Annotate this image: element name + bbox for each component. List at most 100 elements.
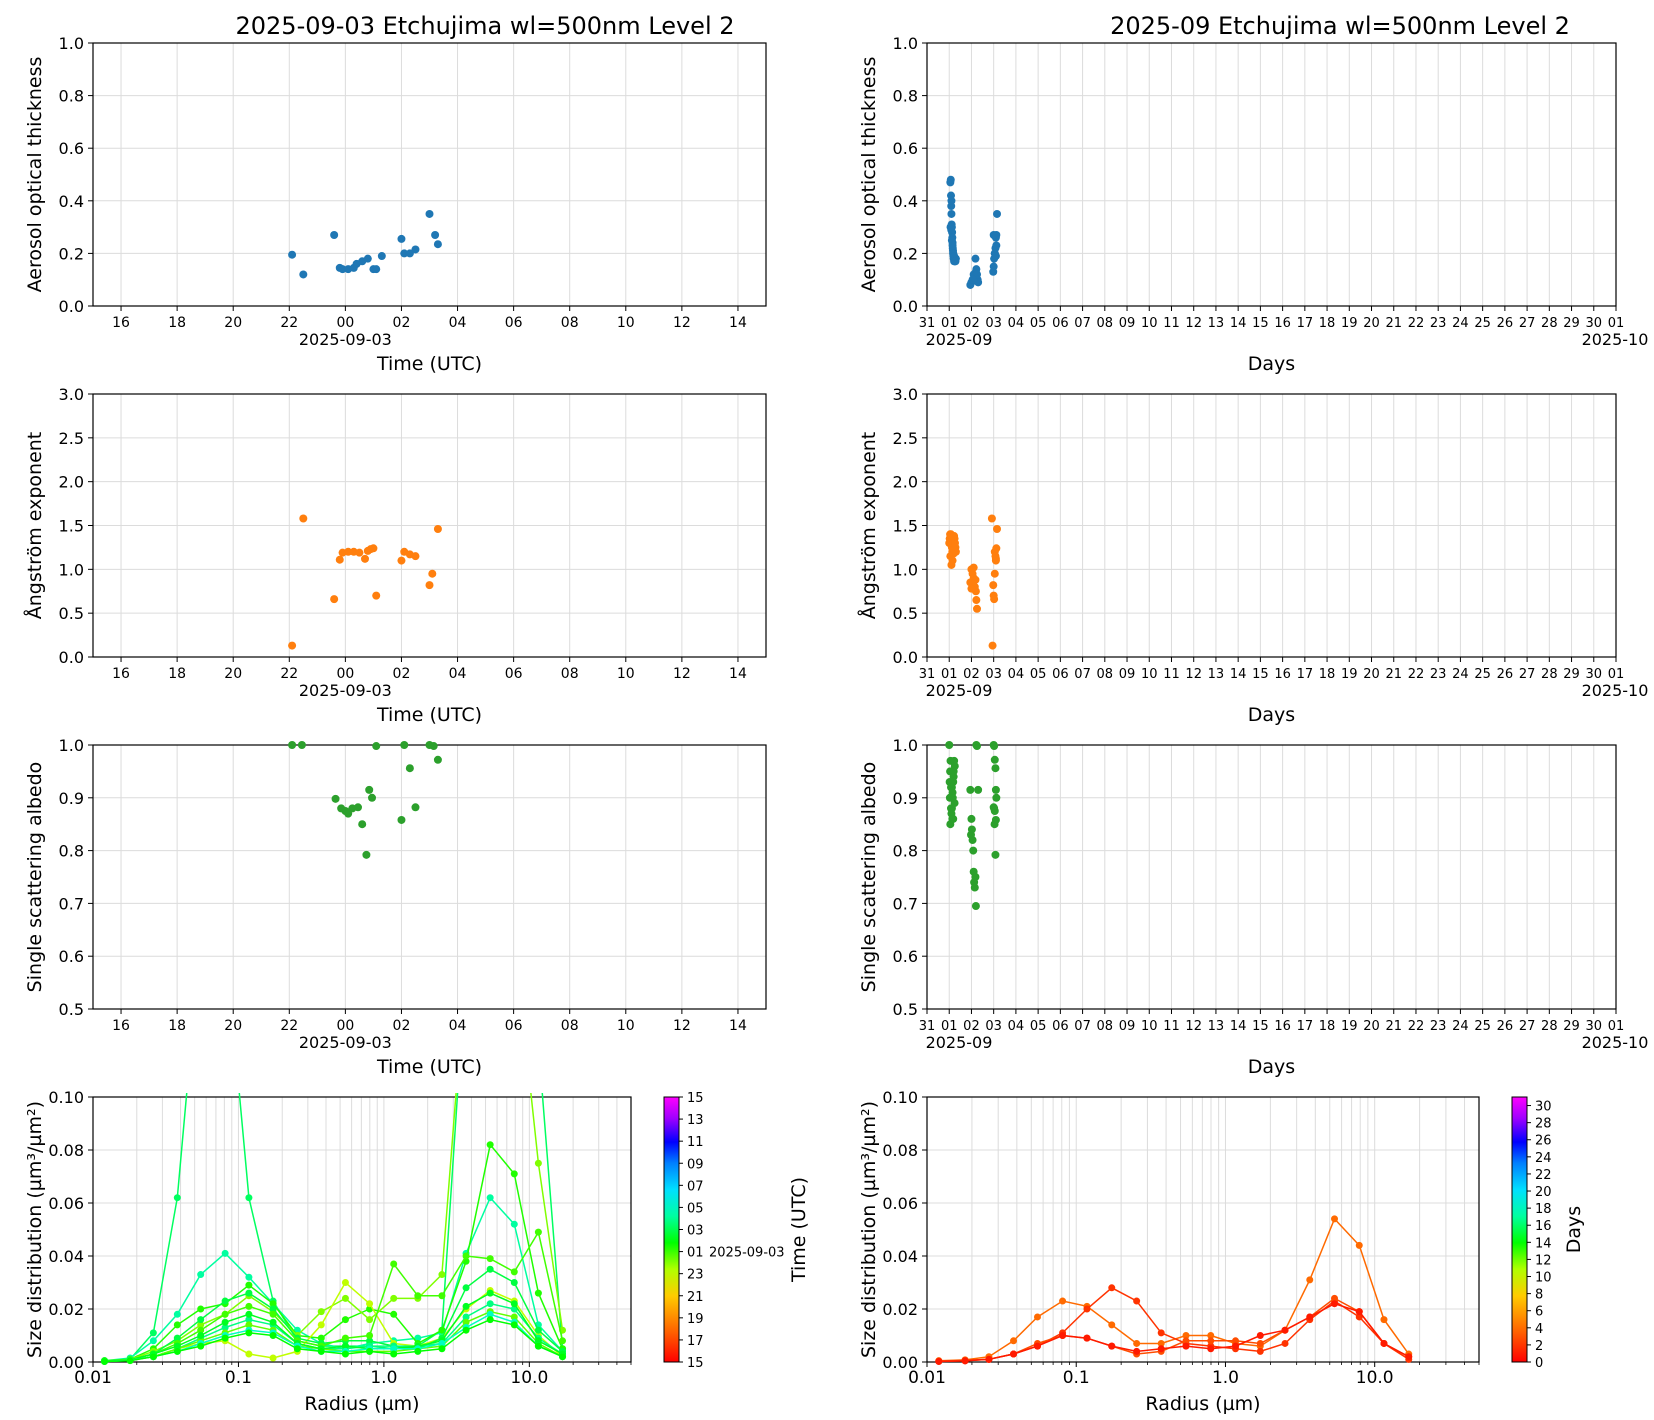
y-tick-label: 0.6 — [893, 139, 918, 158]
data-point — [969, 563, 978, 572]
x-tick-label: 04 — [1008, 667, 1025, 682]
x-tick-label: 14 — [729, 315, 747, 331]
x-tick-label: 07 — [1074, 316, 1091, 331]
x-tick-label: 02 — [963, 667, 980, 682]
data-point — [269, 1318, 277, 1326]
data-point — [510, 1170, 518, 1178]
x-tick-label: 10.0 — [1356, 1368, 1394, 1388]
y-tick-label: 0.0 — [59, 297, 84, 316]
data-point — [245, 1289, 253, 1297]
data-point — [1108, 1342, 1116, 1350]
data-point — [949, 772, 958, 781]
data-point — [1306, 1313, 1314, 1321]
data-point — [245, 1281, 253, 1289]
data-point — [993, 209, 1002, 218]
data-point — [1059, 1332, 1067, 1339]
data-point — [414, 1347, 422, 1355]
x-tick-label: 08 — [1097, 1019, 1114, 1034]
data-point — [1405, 1353, 1413, 1361]
data-point — [947, 225, 956, 234]
y-tick-label: 0.08 — [48, 1141, 84, 1160]
y-tick-label: 0.5 — [59, 604, 84, 623]
x-axis-label: Radius (µm) — [1145, 1393, 1260, 1415]
data-point — [992, 793, 1001, 802]
data-point — [1256, 1332, 1264, 1339]
series-line — [938, 1286, 1410, 1362]
grid — [93, 744, 766, 1010]
data-point — [534, 1337, 542, 1345]
data-point — [1083, 1305, 1091, 1313]
y-tick-label: 0.7 — [893, 894, 918, 913]
data-point — [197, 1332, 205, 1339]
x-tick-label: 26 — [1497, 1019, 1514, 1034]
data-point — [945, 793, 954, 802]
x-tick-label: 20 — [1363, 667, 1380, 682]
axes-frame — [92, 744, 767, 1010]
data-point — [344, 547, 353, 556]
data-point — [197, 1342, 205, 1350]
data-point — [950, 762, 959, 771]
y-tick-label: 0.9 — [59, 789, 84, 808]
data-point — [197, 935, 204, 942]
data-point — [414, 1292, 422, 1300]
x-tick-label: 16 — [1274, 316, 1291, 331]
data-point — [221, 1310, 229, 1318]
x-tick-label: 02 — [393, 1018, 411, 1034]
data-point — [486, 1310, 494, 1318]
data-layer — [946, 175, 1002, 289]
axes-frame — [92, 1096, 632, 1363]
data-point — [433, 240, 442, 249]
data-point — [510, 1300, 518, 1308]
x-tick-label: 06 — [505, 315, 523, 331]
colorbar-tick-label: 05 — [687, 1201, 704, 1216]
x-tick-label: 11 — [1163, 667, 1180, 682]
y-tick-label: 0.2 — [59, 244, 84, 263]
axes-frame — [926, 1096, 1480, 1363]
data-point — [366, 1316, 374, 1324]
x-axis-label: Days — [1248, 353, 1295, 375]
data-point — [149, 1329, 157, 1337]
data-point — [390, 1310, 398, 1318]
x-tick-label: 16 — [112, 315, 130, 331]
data-point — [1033, 1342, 1041, 1350]
data-point — [438, 1271, 446, 1279]
colorbar-tick-label: 07 — [687, 1179, 704, 1194]
y-tick-label: 3.0 — [893, 385, 918, 404]
x-tick-label: 22 — [280, 1018, 298, 1034]
data-point — [341, 1316, 349, 1324]
data-point — [341, 1279, 349, 1286]
chart-aot_day: 16 18 20 22 00 02 04 06 08 10 12 14 0.0 0.2 0.4 0.6 0.8 1… — [24, 34, 767, 375]
data-point — [390, 1345, 398, 1353]
y-tick-label: 0.0 — [893, 648, 918, 667]
x-tick-label: 03 — [985, 316, 1002, 331]
x-tick-label: 16 — [112, 1018, 130, 1034]
x-tick-label: 06 — [1052, 1019, 1069, 1034]
colorbar-tick-label: 24 — [1535, 1151, 1552, 1166]
x-tick-label: 04 — [1008, 1019, 1025, 1034]
x-axis-label: Time (UTC) — [376, 1056, 482, 1078]
data-layer — [945, 514, 1002, 650]
data-point — [990, 569, 999, 578]
x-tick-label: 06 — [1052, 667, 1069, 682]
data-point — [486, 1316, 494, 1324]
colorbar-tick-label: 20 — [1535, 1185, 1552, 1200]
colorbar-tick-label: 11 — [687, 1135, 704, 1150]
data-point — [149, 1337, 157, 1345]
chart-ssa_month: 31 01 02 03 04 05 06 07 08 09 10 11 12 13 14 15 16 17 18 19… — [858, 736, 1648, 1078]
x-tick-label: 10 — [1141, 1019, 1158, 1034]
data-point — [486, 1194, 494, 1202]
x-tick-label: 29 — [1563, 316, 1580, 331]
chart-angstrom_day: 16 18 20 22 00 02 04 06 08 10 12 14 0.0 0.5 1.0 1.5 2.0 2… — [23, 385, 767, 726]
x-tick-label: 1.0 — [1212, 1368, 1239, 1388]
data-point — [947, 783, 956, 792]
data-point — [245, 1302, 253, 1310]
x-tick-label: 04 — [449, 666, 467, 682]
x-tick-label: 20 — [1363, 1019, 1380, 1034]
data-point — [948, 241, 957, 250]
data-point — [317, 1347, 325, 1355]
data-point — [317, 1334, 325, 1342]
data-point — [990, 755, 999, 764]
y-tick-label: 1.0 — [893, 34, 918, 53]
y-axis-label: Size distribution (µm³/µm²) — [858, 1101, 880, 1358]
data-point — [293, 1326, 301, 1334]
